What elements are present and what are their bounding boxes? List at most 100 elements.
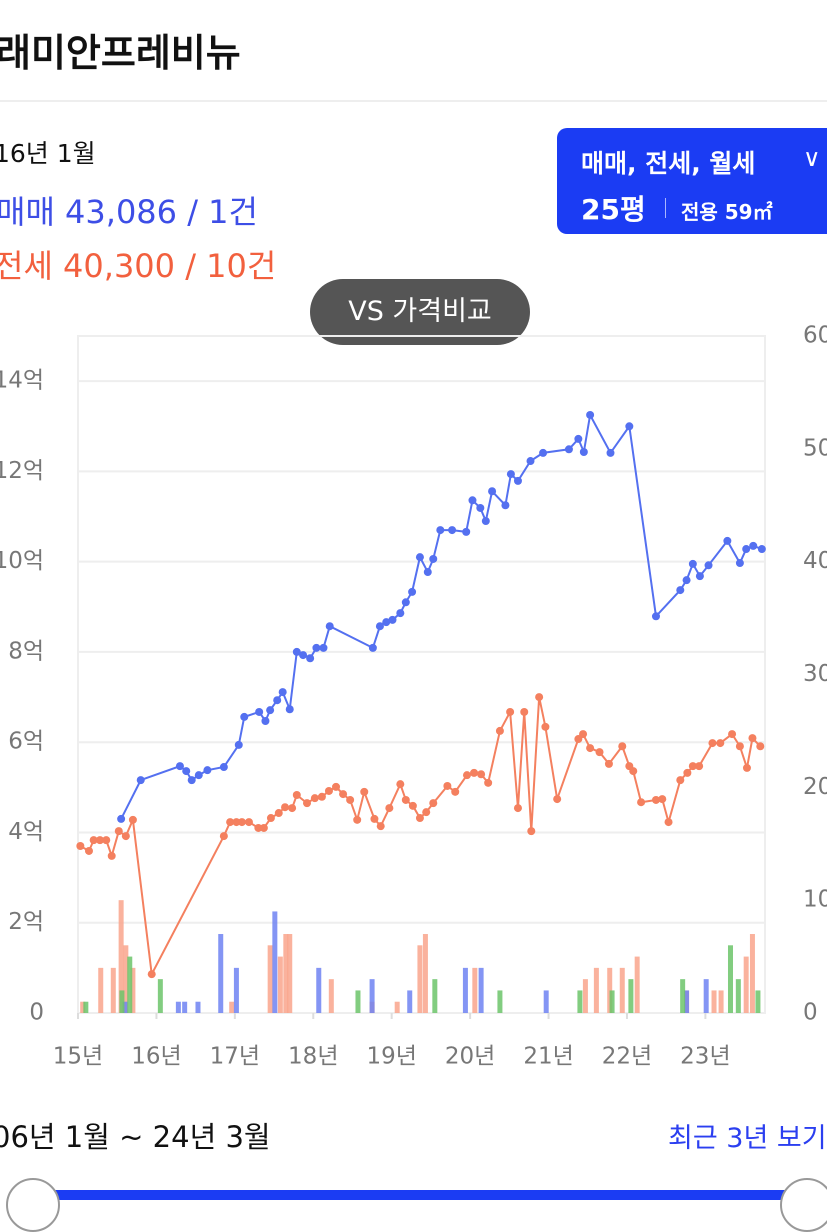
dropdown-icon[interactable]: ∨ — [803, 144, 821, 172]
volume-bar — [735, 979, 741, 1013]
volume-bar — [407, 990, 413, 1013]
price-point — [468, 496, 477, 505]
price-point — [756, 742, 765, 751]
price-point — [376, 822, 385, 831]
jeonse-summary: 전세 40,300 / 10건 — [0, 247, 277, 285]
price-point — [401, 598, 410, 607]
y-tick-label: 10억 — [0, 548, 44, 574]
volume-bar — [119, 990, 125, 1013]
price-point — [488, 487, 497, 496]
range-slider[interactable] — [40, 1190, 800, 1200]
price-point — [688, 559, 697, 568]
price-point — [448, 526, 457, 535]
price-point — [618, 742, 627, 751]
volume-bar — [277, 956, 283, 1013]
price-point — [299, 651, 308, 660]
volume-bar — [619, 967, 625, 1013]
price-point — [429, 554, 438, 563]
price-point — [535, 693, 544, 702]
volume-bar — [175, 1001, 181, 1013]
volume-bar — [122, 1001, 128, 1013]
x-tick-label: 21년 — [523, 1044, 573, 1070]
price-point — [708, 739, 717, 748]
price-point — [288, 804, 297, 813]
slider-handle[interactable] — [780, 1178, 827, 1232]
price-point — [541, 722, 550, 731]
volume-bar — [127, 956, 133, 1013]
price-point — [501, 501, 510, 510]
divider — [0, 100, 827, 102]
volume-bar — [634, 956, 640, 1013]
price-point — [484, 778, 493, 787]
price-point — [319, 643, 328, 652]
price-line — [120, 411, 763, 820]
price-point — [259, 823, 268, 832]
price-point — [462, 527, 471, 536]
price-point — [187, 776, 196, 785]
volume-bar — [182, 1001, 188, 1013]
price-point — [76, 842, 85, 851]
price-point — [317, 792, 326, 801]
price-point — [292, 647, 301, 656]
volume-bar — [233, 967, 239, 1013]
y-tick-label: 6억 — [8, 729, 44, 755]
price-point — [676, 586, 685, 595]
x-tick-label: 20년 — [445, 1044, 495, 1070]
price-point — [695, 572, 704, 581]
volume-bar — [355, 990, 361, 1013]
price-point — [564, 445, 573, 454]
filter-box[interactable]: 매매, 전세, 월세 ∨ 25평 전용 59㎡ — [557, 128, 827, 234]
price-point — [625, 422, 634, 431]
price-point — [683, 768, 692, 777]
price-point — [513, 476, 522, 485]
x-tick-label: 18년 — [288, 1044, 338, 1070]
price-line — [79, 696, 762, 978]
volume-bar — [123, 945, 129, 1013]
price-point — [716, 739, 725, 748]
price-point — [574, 735, 583, 744]
price-point — [89, 836, 98, 845]
price-point — [261, 716, 270, 725]
price-point — [704, 561, 713, 570]
price-point — [651, 612, 660, 621]
volume-bar — [316, 967, 322, 1013]
price-point — [368, 643, 377, 652]
price-point — [586, 744, 595, 753]
recent-3-years[interactable]: 최근 3년 보기 — [668, 1123, 827, 1154]
volume-bar — [577, 990, 583, 1013]
price-point — [382, 618, 391, 627]
slider-handle[interactable] — [6, 1178, 60, 1232]
price-point — [240, 712, 249, 721]
volume-bar — [130, 967, 136, 1013]
size-label: 25평 — [581, 193, 646, 226]
price-point — [346, 795, 355, 804]
price-point — [688, 762, 697, 771]
y-tick-label: 14억 — [0, 368, 44, 394]
price-point — [527, 827, 536, 836]
price-point — [274, 809, 283, 818]
filter-label[interactable]: 매매, 전세, 월세 — [581, 149, 756, 178]
price-point — [203, 766, 212, 775]
chart: 0 2억 4억 6억 8억 10억 12억 14억 0 10 20 30 40 50 60 15년 16년 17년… — [0, 323, 827, 1070]
price-point — [415, 553, 424, 562]
y2-tick-label: 30 — [803, 661, 827, 687]
volume-bar — [118, 900, 124, 1013]
volume-bar — [417, 945, 423, 1013]
separator — [665, 198, 666, 218]
price-point — [481, 517, 490, 526]
price-point — [121, 832, 130, 841]
y2-tick-label: 20 — [803, 774, 827, 800]
y2-tick-label: 50 — [803, 435, 827, 461]
price-point — [266, 814, 275, 823]
y2-tick-label: 40 — [803, 548, 827, 574]
price-point — [396, 609, 405, 618]
price-point — [526, 457, 535, 466]
price-point — [254, 823, 263, 832]
price-point — [306, 654, 315, 663]
date-range: 06년 1월 ~ 24년 3월 — [0, 1120, 271, 1154]
plot-frame — [77, 335, 766, 1014]
volume-bar — [98, 967, 104, 1013]
volume-bar — [229, 1001, 235, 1013]
compare-button[interactable]: VS 가격비교 — [310, 279, 530, 345]
price-point — [219, 763, 228, 772]
